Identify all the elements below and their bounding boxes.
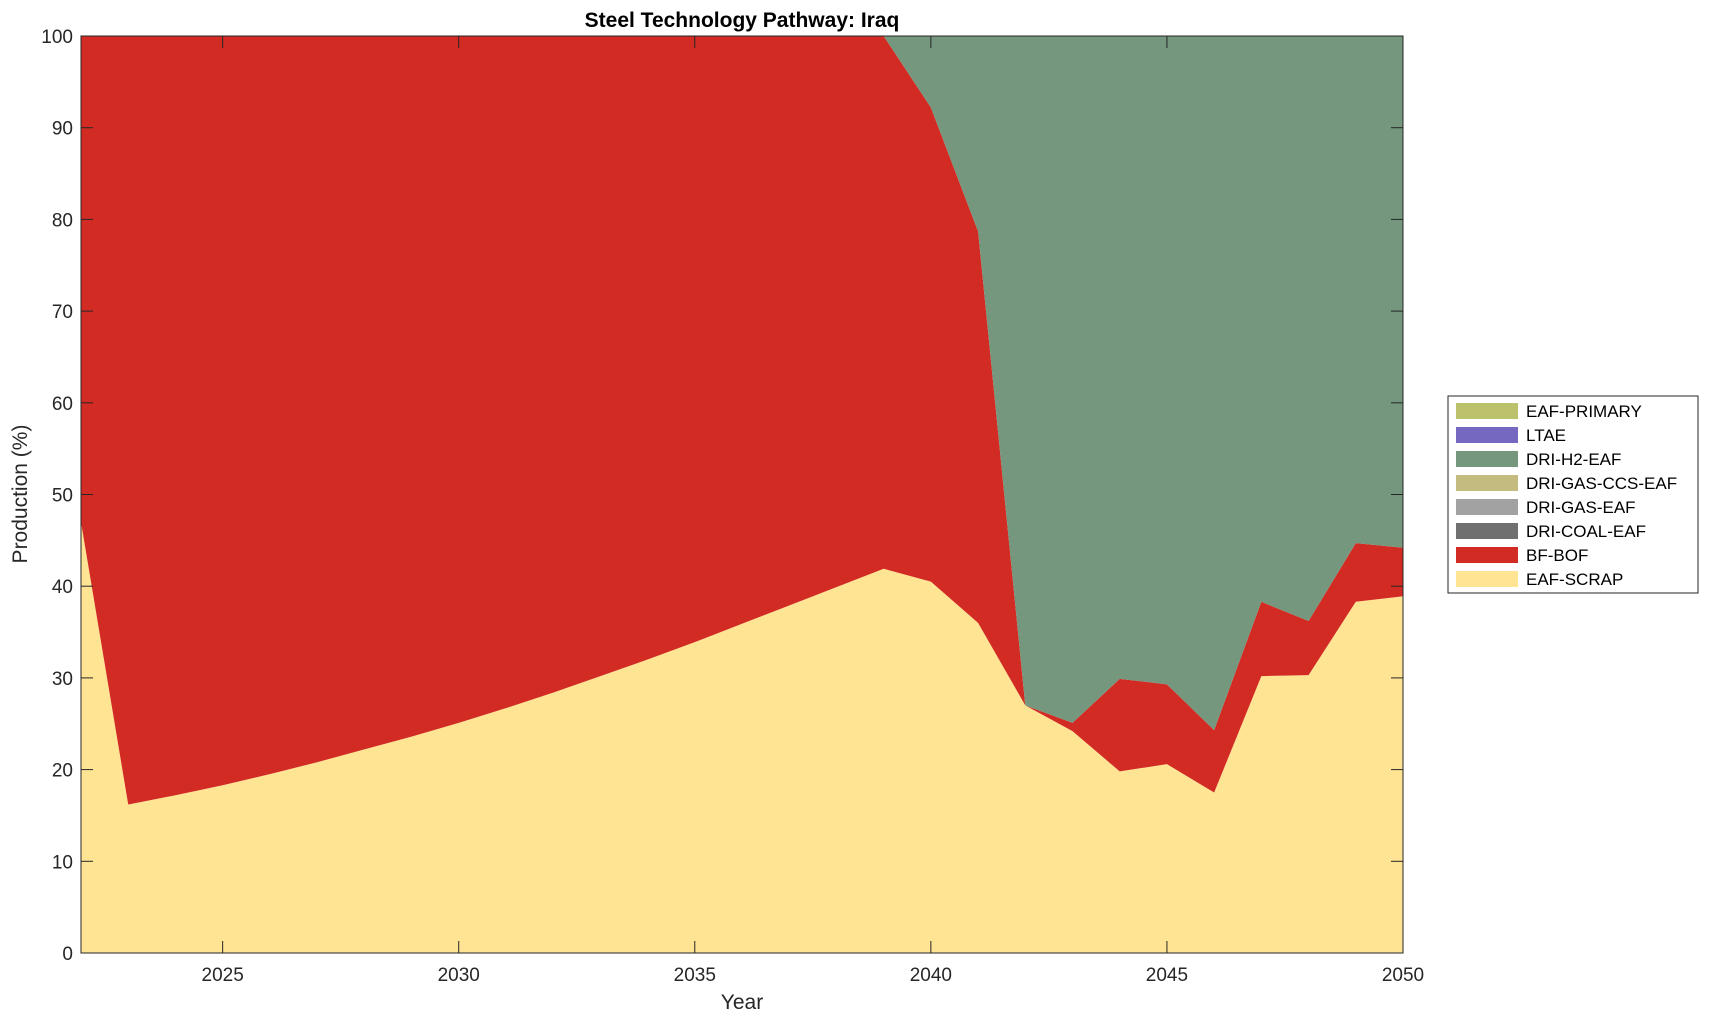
- chart-title: Steel Technology Pathway: Iraq: [585, 9, 900, 32]
- legend-label-dri-coal-eaf: DRI-COAL-EAF: [1526, 522, 1646, 541]
- legend-swatch-bf-bof: [1456, 547, 1518, 563]
- y-tick-label: 80: [52, 210, 73, 231]
- legend-items: EAF-PRIMARY LTAE DRI-H2-EAF DRI-GAS-CCS-EAF…: [1456, 402, 1677, 589]
- x-tick-label: 2045: [1146, 965, 1188, 986]
- y-tick-label: 30: [52, 669, 73, 690]
- legend-label-ltae: LTAE: [1526, 426, 1566, 445]
- area-bf-bof: [81, 36, 1403, 805]
- y-tick-label: 90: [52, 119, 73, 140]
- x-axis: 2025 2030 2035 2040 2045 2050: [202, 36, 1424, 986]
- y-axis-title: Production (%): [9, 425, 32, 564]
- x-tick-label: 2040: [910, 965, 952, 986]
- y-tick-label: 40: [52, 577, 73, 598]
- legend: EAF-PRIMARY LTAE DRI-H2-EAF DRI-GAS-CCS-EAF…: [1447, 395, 1699, 594]
- legend-swatch-dri-coal-eaf: [1456, 523, 1518, 539]
- y-tick-label: 100: [41, 27, 73, 48]
- legend-label-dri-gas-ccs-eaf: DRI-GAS-CCS-EAF: [1526, 474, 1677, 493]
- legend-label-bf-bof: BF-BOF: [1526, 546, 1588, 565]
- legend-swatch-dri-h2-eaf: [1456, 451, 1518, 467]
- legend-label-dri-gas-eaf: DRI-GAS-EAF: [1526, 498, 1636, 517]
- x-tick-label: 2035: [674, 965, 716, 986]
- x-tick-label: 2030: [438, 965, 480, 986]
- legend-swatch-eaf-scrap: [1456, 571, 1518, 587]
- y-tick-label: 0: [62, 944, 73, 965]
- legend-label-eaf-primary: EAF-PRIMARY: [1526, 402, 1642, 421]
- legend-label-dri-h2-eaf: DRI-H2-EAF: [1526, 450, 1621, 469]
- y-axis: 0 10 20 30 40 50 60 70 80 90 100: [41, 27, 1403, 965]
- legend-swatch-dri-gas-eaf: [1456, 499, 1518, 515]
- x-tick-label: 2025: [202, 965, 244, 986]
- x-axis-title: Year: [721, 991, 763, 1014]
- y-tick-label: 20: [52, 761, 73, 782]
- legend-swatch-eaf-primary: [1456, 403, 1518, 419]
- y-tick-label: 60: [52, 394, 73, 415]
- y-tick-label: 70: [52, 302, 73, 323]
- x-tick-label: 2050: [1382, 965, 1424, 986]
- legend-swatch-dri-gas-ccs-eaf: [1456, 475, 1518, 491]
- y-tick-label: 10: [52, 852, 73, 873]
- y-tick-label: 50: [52, 486, 73, 507]
- area-layer: [81, 36, 1403, 953]
- area-dri-h2-eaf: [81, 36, 1403, 731]
- area-eaf-scrap: [81, 522, 1403, 953]
- legend-label-eaf-scrap: EAF-SCRAP: [1526, 570, 1623, 589]
- legend-swatch-ltae: [1456, 427, 1518, 443]
